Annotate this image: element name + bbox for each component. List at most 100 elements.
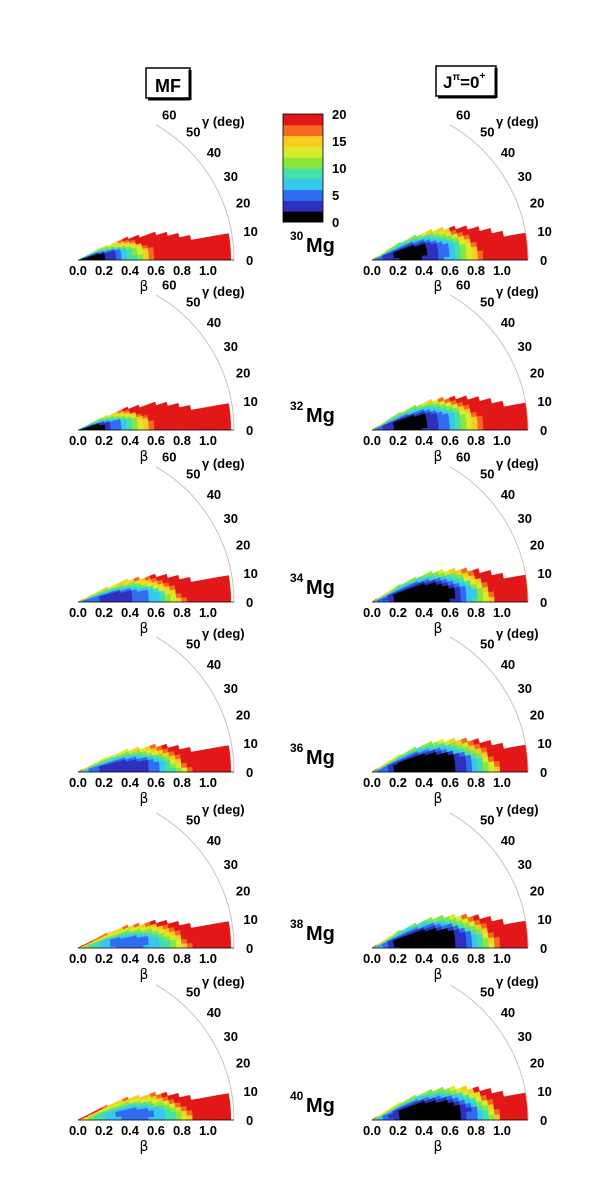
- surface-cell: [225, 1113, 232, 1121]
- surface-cell: [165, 597, 172, 603]
- surface-cell: [170, 597, 177, 603]
- surface-cell: [170, 425, 177, 431]
- beta-tick-label: 0.4: [121, 605, 140, 620]
- surface-cell: [455, 255, 462, 261]
- surface-cell: [164, 1111, 171, 1117]
- gamma-tick-label: 30: [518, 681, 532, 696]
- beta-tick-label: 0.0: [69, 433, 87, 448]
- beta-tick-label: 1.0: [199, 775, 217, 790]
- surface-cell: [213, 417, 221, 425]
- surface-cell: [509, 928, 517, 937]
- beta-tick-label: 0.4: [415, 951, 434, 966]
- surface-cell: [175, 420, 182, 426]
- surface-cell: [213, 589, 221, 597]
- surface-cell: [503, 405, 511, 413]
- surface-cell: [207, 753, 215, 761]
- beta-tick-label: 0.8: [173, 951, 191, 966]
- surface-cell: [496, 742, 504, 750]
- gamma-arc: [155, 124, 235, 261]
- surface-cell: [496, 230, 504, 238]
- gamma-tick-label: 20: [530, 366, 544, 381]
- surface-cell: [460, 1085, 468, 1092]
- surface-cell: [223, 409, 231, 418]
- nucleus-symbol: Mg: [306, 923, 335, 945]
- surface-cell: [190, 238, 198, 246]
- surface-cell: [471, 420, 479, 426]
- surface-cell: [161, 743, 168, 750]
- beta-axis-label: β: [434, 967, 443, 983]
- surface-cell: [153, 764, 161, 769]
- surface-cell: [184, 1094, 192, 1102]
- surface-cell: [184, 922, 192, 930]
- surface-cell: [202, 412, 209, 420]
- surface-cell: [122, 406, 129, 412]
- surface-cell: [510, 765, 518, 773]
- surface-cell: [154, 426, 161, 431]
- header-j0-sup: π: [452, 72, 460, 83]
- header-j0: Jπ=0+: [435, 65, 498, 99]
- surface-cell: [143, 256, 150, 261]
- surface-cell: [493, 585, 500, 592]
- gamma-tick-label: 60: [456, 108, 470, 123]
- surface-cell: [509, 582, 517, 591]
- surface-cell: [219, 934, 226, 943]
- beta-tick-label: 0.6: [441, 263, 459, 278]
- surface-cell: [472, 1086, 480, 1093]
- surface-cell: [133, 404, 140, 410]
- surface-cell: [437, 226, 445, 233]
- surface-cell: [498, 412, 506, 420]
- surface-cell: [426, 740, 433, 747]
- gamma-axis-label: γ (deg): [496, 114, 539, 129]
- gamma-tick-label: 10: [243, 224, 257, 239]
- gamma-tick-label: 0: [540, 595, 547, 610]
- surface-cell: [181, 942, 188, 949]
- surface-cell: [488, 1109, 495, 1116]
- surface-cell: [170, 767, 177, 773]
- surface-cell: [175, 255, 182, 261]
- surface-cell: [133, 576, 140, 582]
- beta-tick-label: 0.2: [95, 951, 113, 966]
- surface-cell: [410, 576, 417, 582]
- surface-cell: [219, 246, 226, 255]
- surface-cell: [214, 1113, 221, 1121]
- surface-cell: [218, 240, 226, 248]
- surface-cell: [487, 585, 495, 593]
- gamma-tick-label: 30: [518, 511, 532, 526]
- surface-cell: [191, 1104, 198, 1111]
- nucleus-label: 32 Mg: [290, 399, 335, 427]
- gamma-arc: [449, 294, 529, 431]
- surface-cell: [190, 580, 198, 588]
- surface-cell: [499, 423, 506, 431]
- beta-tick-label: 0.0: [363, 433, 381, 448]
- surface-cell: [499, 418, 506, 425]
- gamma-tick-label: 0: [540, 941, 547, 956]
- surface-cell: [197, 766, 204, 773]
- surface-cell: [499, 590, 506, 597]
- colorbar-segment: [283, 178, 323, 191]
- surface-cell: [438, 768, 445, 773]
- surface-cell: [505, 595, 512, 603]
- surface-cell: [515, 752, 523, 760]
- surface-cell: [488, 424, 495, 431]
- surface-cell: [487, 1103, 495, 1111]
- surface-cell: [477, 254, 484, 261]
- surface-cell: [460, 593, 467, 599]
- surface-cell: [505, 941, 512, 949]
- surface-cell: [172, 574, 180, 581]
- surface-cell: [426, 570, 433, 577]
- surface-cell: [208, 1113, 215, 1121]
- surface-cell: [218, 1100, 226, 1108]
- surface-cell: [460, 1111, 467, 1117]
- surface-cell: [508, 746, 516, 755]
- surface-cell: [395, 753, 402, 759]
- surface-cell: [181, 254, 188, 261]
- beta-tick-label: 0.4: [415, 775, 434, 790]
- colorbar-segment: [283, 135, 323, 147]
- gamma-tick-label: 50: [186, 812, 200, 827]
- surface-cell: [521, 1106, 529, 1114]
- surface-cell: [510, 941, 518, 949]
- surface-cell: [191, 249, 199, 256]
- surface-cell: [476, 933, 484, 940]
